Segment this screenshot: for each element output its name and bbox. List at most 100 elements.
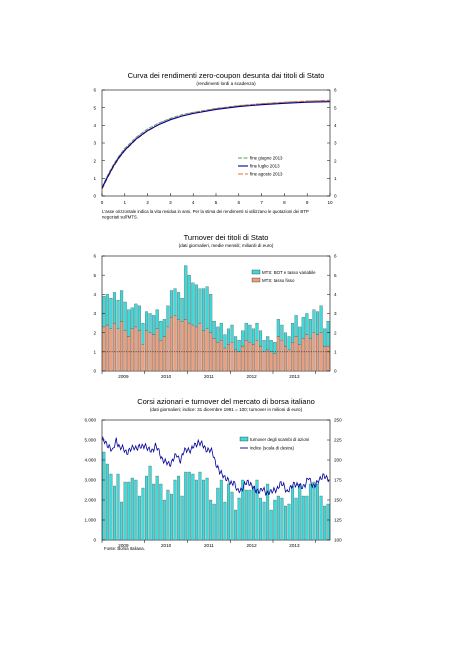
chart2-bar-fixed-rate (223, 347, 227, 372)
chart2-bar-bot-variable (191, 282, 195, 326)
chart1-title: Curva dei rendimenti zero-coupon desunta… (128, 71, 325, 80)
chart3-ytick-label-right: 250 (334, 418, 342, 423)
chart1-ytick-label-left: 0 (93, 194, 96, 199)
chart2-bar-bot-variable (162, 319, 166, 337)
chart2-bar-bot-variable (205, 286, 209, 329)
chart3-index-series-line (101, 436, 330, 496)
chart3-turnover-bar (180, 495, 184, 541)
chart2-bar-bot-variable (194, 284, 198, 328)
chart1-note-line-1: L'asse orizzontale indica la vita residu… (102, 209, 309, 214)
chart2-bar-bot-variable (198, 288, 202, 324)
chart2-bar-fixed-rate (237, 351, 241, 372)
chart3-turnover-bar (145, 475, 148, 541)
chart2-bar-bot-variable (141, 322, 145, 345)
chart3-turnover-bar (266, 483, 270, 541)
chart2-bar-bot-variable (262, 340, 266, 352)
chart3-turnover-bar (198, 471, 202, 541)
chart2-bar-bot-variable (123, 301, 127, 331)
chart1-legend-label-3: fine agosto 2013 (250, 172, 283, 177)
chart3-turnover-bar (177, 475, 181, 541)
chart3-xtick-label: 2012 (246, 543, 257, 548)
chart2-bar-fixed-rate (102, 326, 106, 372)
chart3-turnover-bar (148, 465, 152, 541)
chart1-xtick-label: 6 (238, 200, 241, 205)
chart3-turnover-bar (170, 493, 173, 541)
chart2-bar-fixed-rate (141, 344, 145, 372)
chart1-ytick-label-left: 6 (93, 88, 96, 93)
chart3-turnover-bar (155, 475, 159, 541)
chart2-bar-fixed-rate (326, 345, 330, 372)
chart2-bar-bot-variable (244, 322, 248, 341)
chart2-bar-fixed-rate (145, 330, 149, 372)
chart1-legend-label-2: fine luglio 2013 (250, 164, 280, 169)
chart3-turnover-bar (326, 503, 330, 541)
chart2-bar-bot-variable (312, 309, 316, 333)
chart2-bar-fixed-rate (234, 349, 238, 372)
chart3-turnover-bar (130, 477, 134, 541)
chart2-bar-bot-variable (145, 311, 149, 331)
chart2-bar-fixed-rate (194, 326, 198, 372)
chart2-bar-bot-variable (326, 321, 330, 347)
chart2-bar-fixed-rate (269, 351, 273, 372)
chart3-turnover-bar (319, 495, 323, 541)
chart1-axes: 0 01 12 23 34 45 56 60 1 2 3 4 5 6 7 8 9 10 (93, 88, 337, 205)
chart3-turnover-bar (241, 479, 245, 541)
chart2-bar-fixed-rate (205, 328, 209, 372)
chart1-ytick-label-left: 2 (93, 158, 96, 163)
chart2-ytick-label-left: 4 (93, 292, 96, 297)
chart2-bar-bot-variable (116, 299, 120, 329)
chart1-ytick-label-left: 3 (93, 141, 96, 146)
chart2-bar-fixed-rate (120, 321, 124, 372)
chart3-legend-label-1: turnover degli scambi di azioni (250, 437, 309, 442)
chart2-ytick-label-right: 6 (334, 254, 337, 259)
chart2-bar-fixed-rate (130, 328, 134, 372)
chart3-ytick-label-left: 5.000 (85, 438, 97, 443)
chart3-bars (102, 451, 330, 541)
chart1-note-line-2: negoziati sull'MTS. (102, 215, 138, 220)
chart3-turnover-bar (308, 483, 312, 541)
chart1-xtick-label: 0 (101, 200, 104, 205)
chart2-bar-bot-variable (283, 332, 287, 347)
chart3-turnover-bar (120, 501, 124, 541)
chart2-legend-swatch-1 (251, 269, 261, 275)
chart2-bar-bot-variable (280, 324, 284, 341)
chart1-lines (101, 99, 331, 190)
chart1-ytick-label-right: 0 (334, 194, 337, 199)
chart2-bar-fixed-rate (241, 345, 245, 372)
chart2-bar-fixed-rate (291, 342, 295, 372)
chart2-xtick-label: 2012 (246, 374, 257, 379)
chart2-bar-bot-variable (234, 336, 238, 351)
chart3-turnover-bar (116, 473, 120, 541)
chart3-turnover-bar (223, 501, 227, 541)
chart3-turnover-bar (194, 479, 198, 541)
chart2-bar-fixed-rate (198, 322, 202, 372)
chart1-ytick-label-left: 4 (93, 123, 96, 128)
chart2-bar-fixed-rate (276, 336, 280, 372)
chart2-bar-bot-variable (323, 328, 327, 347)
chart1-series-line-1 (101, 101, 331, 189)
chart2-bar-bot-variable (226, 328, 230, 345)
chart3-turnover-bar (219, 479, 223, 541)
chart2-xtick-label: 2009 (118, 374, 129, 379)
chart1-xtick-label: 5 (215, 200, 218, 205)
chart2-bar-bot-variable (120, 290, 124, 322)
chart2-bar-bot-variable (305, 313, 309, 335)
chart3-turnover-bar (137, 495, 141, 541)
chart2-bar-fixed-rate (116, 328, 120, 372)
chart2-bar-bot-variable (319, 305, 323, 333)
chart3-turnover-bar (202, 479, 205, 541)
chart3-turnover-bar (244, 489, 248, 541)
chart2-bar-fixed-rate (173, 315, 177, 372)
chart2-bar-fixed-rate (244, 340, 248, 372)
chart2-bar-fixed-rate (248, 342, 252, 372)
stock-market-chart: Corsi azionari e turnover del mercato di… (85, 397, 343, 551)
chart2-bar-bot-variable (184, 265, 188, 320)
chart2-ytick-label-right: 3 (334, 311, 337, 316)
chart1-legend-label-1: fine giugno 2013 (250, 156, 283, 161)
chart3-turnover-bar (294, 497, 298, 541)
chart3-turnover-bar (152, 483, 156, 541)
chart2-bar-fixed-rate (273, 353, 277, 372)
chart2-bar-fixed-rate (287, 349, 291, 372)
chart2-bar-bot-variable (180, 298, 184, 322)
chart2-bar-bot-variable (187, 275, 191, 324)
